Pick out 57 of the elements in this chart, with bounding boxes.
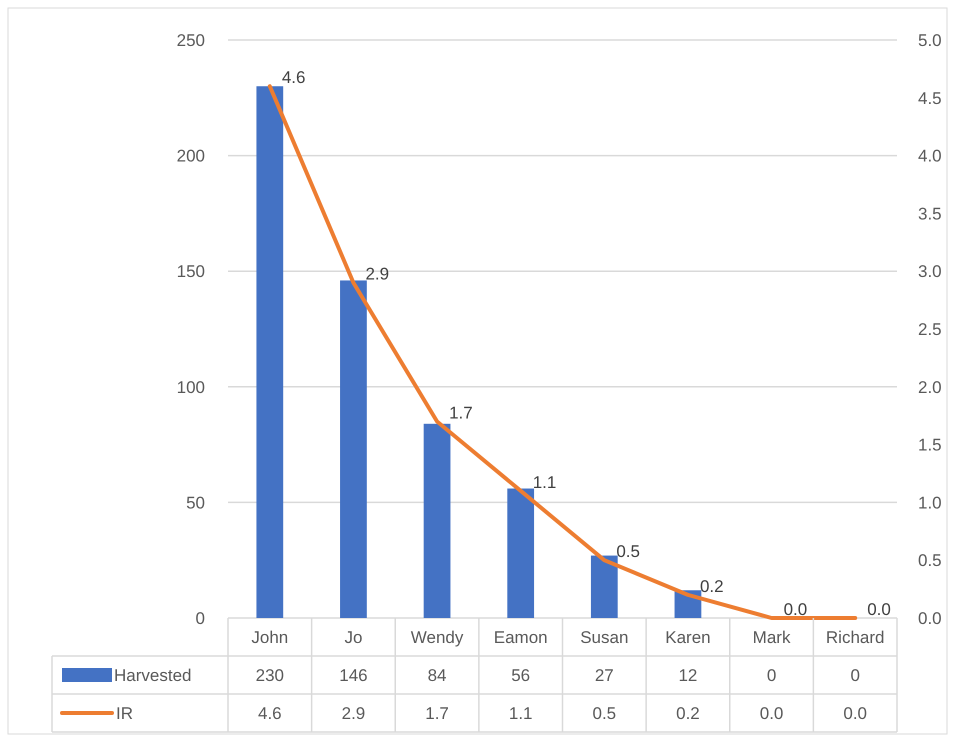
data-label: 1.7: [425, 704, 449, 723]
x-tick-label: Susan: [580, 628, 628, 647]
legend-label: IR: [116, 704, 133, 723]
y-tick-label: 50: [186, 493, 205, 512]
x-tick-label: Karen: [665, 628, 711, 647]
y2-tick-label: 2.0: [918, 378, 942, 397]
bar: [590, 556, 618, 618]
data-label: 146: [339, 666, 368, 685]
data-label: 84: [428, 666, 447, 685]
y-tick-label: 200: [176, 146, 205, 166]
bar: [507, 488, 534, 618]
data-label: 230: [256, 666, 284, 685]
y2-tick-label: 4.5: [918, 88, 942, 108]
data-label: 1.1: [508, 704, 533, 723]
text: 1.7: [449, 403, 473, 422]
x-tick-label: John: [251, 628, 288, 647]
text: 0.2: [700, 576, 724, 596]
text: 0.5: [616, 542, 640, 562]
text: 4.6: [282, 68, 306, 88]
data-label: 12: [678, 666, 698, 685]
text: 0.0: [784, 600, 808, 619]
y-tick-label: 0: [196, 608, 205, 628]
data-label: 56: [511, 666, 530, 685]
y-tick-label: 250: [176, 30, 205, 50]
x-tick-label: Wendy: [410, 628, 464, 647]
data-label: 0: [850, 666, 860, 685]
data-label: 0.0: [760, 704, 784, 723]
line-series: [268, 84, 858, 620]
x-tick-label: Mark: [752, 628, 791, 647]
data-label: 0: [766, 666, 776, 685]
data-label: 0.0: [843, 704, 868, 723]
y2-tick-label: 1.0: [918, 493, 942, 512]
y-tick-label: 100: [176, 378, 205, 397]
bar: [424, 424, 450, 618]
bar: [256, 86, 284, 618]
data-label: 2.9: [342, 704, 366, 723]
y2-tick-label: 2.5: [918, 320, 942, 339]
legend-label: Harvested: [114, 666, 192, 685]
text: 1.1: [532, 472, 556, 492]
y-tick-label: 150: [176, 262, 205, 282]
y2-tick-label: 0.0: [918, 608, 942, 628]
data-label: 4.6: [258, 704, 282, 723]
y2-tick-label: 1.5: [918, 436, 942, 455]
bar: [340, 280, 367, 618]
data-label: 27: [594, 666, 614, 685]
data-label: 0.2: [676, 704, 700, 723]
data-label: 0.5: [592, 704, 616, 723]
x-tick-label: Eamon: [494, 628, 548, 647]
y2-tick-label: 5.0: [918, 30, 942, 50]
text: 0.0: [867, 600, 891, 619]
y2-tick-label: 0.5: [918, 551, 942, 570]
text: 2.9: [365, 264, 390, 284]
x-tick-label: Jo: [344, 628, 362, 647]
y2-tick-label: 3.0: [918, 262, 942, 282]
y2-tick-label: 3.5: [918, 204, 942, 224]
y2-tick-label: 4.0: [918, 146, 942, 166]
x-tick-label: Richard: [826, 628, 884, 647]
